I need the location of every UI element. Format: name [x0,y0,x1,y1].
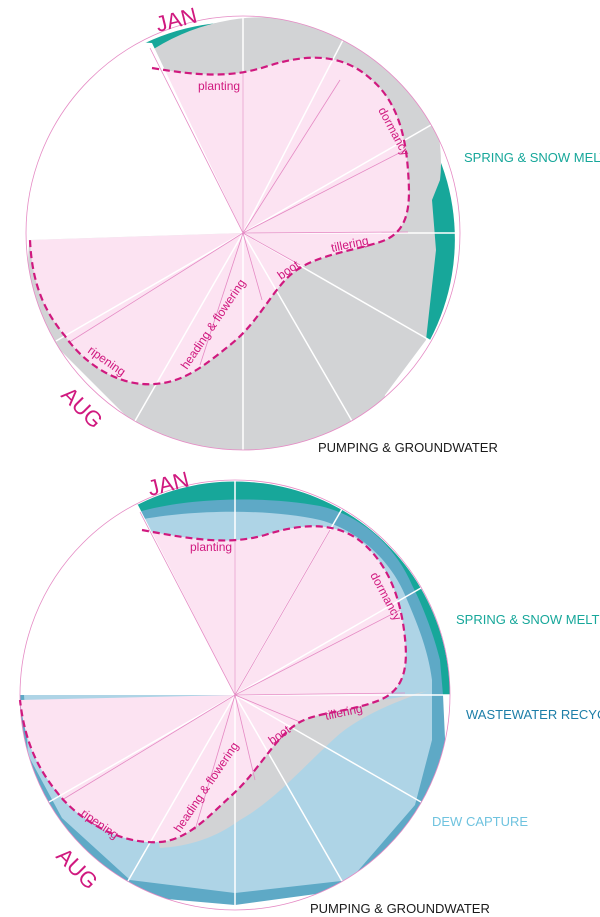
stage-planting: planting [198,79,240,93]
source-spring-melt: SPRING & SNOW MELT [464,150,600,165]
water-demand-curve [18,525,407,844]
diagram-bottom: planting dormancy tillering boot heading… [18,467,600,916]
month-spokes-pink [61,511,406,831]
source-pumping: PUMPING & GROUNDWATER [310,901,490,916]
source-dew-capture: DEW CAPTURE [432,814,528,829]
source-wastewater: WASTEWATER RECYCLE [466,707,600,722]
water-demand-curve [28,56,411,386]
month-spokes-pink [67,47,409,366]
outer-ring [19,479,451,911]
diagram-top: planting dormancy tillering boot heading… [25,3,600,455]
stage-planting: planting [190,540,232,554]
outer-ring [25,15,461,451]
source-pumping: PUMPING & GROUNDWATER [318,440,498,455]
source-spring-melt: SPRING & SNOW MELT [456,612,600,627]
crop-demand-area [30,57,409,385]
